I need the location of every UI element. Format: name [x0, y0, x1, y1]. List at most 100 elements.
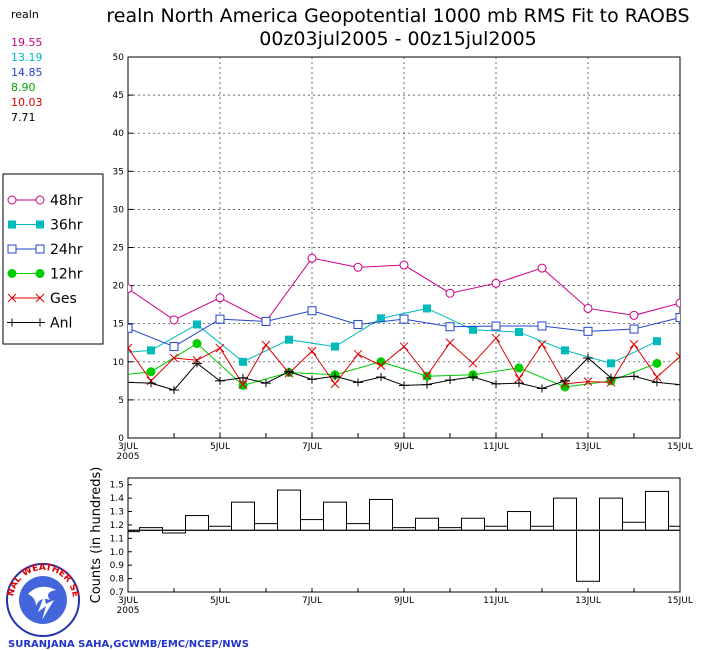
legend-item-48hr: 48hr [7, 193, 83, 209]
data-point [583, 377, 593, 386]
legend-label: Ges [50, 291, 77, 307]
data-point [8, 220, 16, 229]
count-bar [185, 515, 209, 531]
count-bar [369, 498, 393, 531]
data-point [128, 343, 133, 353]
data-point [629, 372, 639, 381]
data-point [491, 278, 501, 288]
data-point [514, 374, 524, 383]
marker-stroke [537, 339, 547, 349]
summary-value: 7.71 [11, 111, 36, 124]
y-tick-label: 20 [113, 282, 125, 292]
count-bar [668, 525, 681, 531]
marker-stroke [491, 333, 501, 343]
summary-value: 8.90 [11, 81, 36, 94]
data-point [36, 220, 44, 229]
count-y-tick-label: 0.7 [110, 588, 124, 598]
data-point [238, 380, 248, 390]
legend-box [2, 173, 104, 345]
count-bar [231, 501, 255, 531]
data-point [399, 342, 409, 351]
marker-stroke [7, 293, 17, 303]
marker-stroke [330, 379, 340, 389]
count-y-tick-label: 1.3 [110, 508, 124, 518]
data-point [169, 342, 179, 352]
data-point [307, 346, 317, 356]
count-bar [254, 523, 278, 531]
data-point [238, 373, 248, 382]
data-point [537, 263, 547, 273]
data-point [307, 253, 317, 263]
count-y-tick-label: 1.0 [110, 548, 125, 558]
marker-stroke [353, 349, 363, 359]
data-point [675, 352, 680, 361]
marker-stroke [468, 358, 478, 368]
data-point [445, 338, 455, 348]
data-point [652, 378, 662, 387]
data-point [491, 333, 501, 343]
data-point [215, 376, 225, 385]
count-bar [208, 525, 232, 531]
marker-stroke [35, 293, 45, 303]
data-point [675, 298, 680, 308]
data-point [491, 379, 501, 388]
marker-stroke [445, 338, 455, 348]
legend-label: 24hr [50, 242, 83, 258]
data-point [128, 323, 133, 333]
data-point [675, 380, 680, 389]
data-point [261, 340, 271, 350]
data-point [353, 262, 363, 272]
lightning-icon [38, 596, 54, 620]
marker-stroke [629, 339, 639, 349]
marker-stroke [128, 343, 133, 349]
summary-value: 13.19 [11, 51, 43, 64]
count-bar [553, 497, 577, 531]
data-point [537, 384, 547, 393]
legend-item-36hr: 36hr [8, 218, 83, 234]
data-point [606, 373, 616, 382]
marker-stroke [307, 346, 317, 356]
marker-stroke [169, 353, 179, 363]
marker-stroke [399, 342, 409, 351]
marker-stroke [652, 372, 662, 382]
marker-stroke [238, 380, 248, 390]
data-point [147, 346, 155, 355]
summary-value: 14.85 [11, 66, 43, 79]
x-tick-label: 9JUL [394, 442, 414, 452]
data-point [468, 358, 478, 368]
count-bar [576, 529, 600, 582]
data-point [583, 303, 593, 313]
data-point [146, 379, 156, 388]
summary-value: 10.03 [11, 96, 43, 109]
y-tick-label: 30 [113, 205, 125, 215]
marker-stroke [215, 343, 225, 353]
data-point [423, 304, 431, 313]
data-point [192, 339, 202, 349]
data-point [445, 288, 455, 298]
count-bar [323, 501, 347, 531]
data-point [261, 316, 271, 326]
data-point [35, 318, 45, 327]
data-point [330, 372, 340, 381]
data-point [514, 379, 524, 388]
data-point [606, 378, 616, 387]
count-x-tick-label: 13JUL [575, 596, 601, 606]
data-point [307, 306, 317, 316]
data-point [7, 244, 17, 254]
x-tick-label: 3JUL [118, 442, 138, 452]
data-point [192, 359, 202, 368]
y-tick-label: 50 [113, 53, 125, 63]
data-point [653, 337, 661, 346]
data-point [35, 244, 45, 254]
data-point [128, 284, 133, 294]
legend-label: Anl [50, 316, 72, 332]
data-point [491, 321, 501, 331]
data-point [285, 335, 293, 344]
x-tick-label: 5JUL [210, 442, 230, 452]
summary-block: realn 19.55 13.19 14.85 8.90 10.03 7.71 [11, 8, 43, 124]
legend: 48hr 36hr 24hr 12hr Ges Anl [2, 173, 104, 345]
data-point [445, 322, 455, 332]
cloud-icon [28, 586, 56, 606]
